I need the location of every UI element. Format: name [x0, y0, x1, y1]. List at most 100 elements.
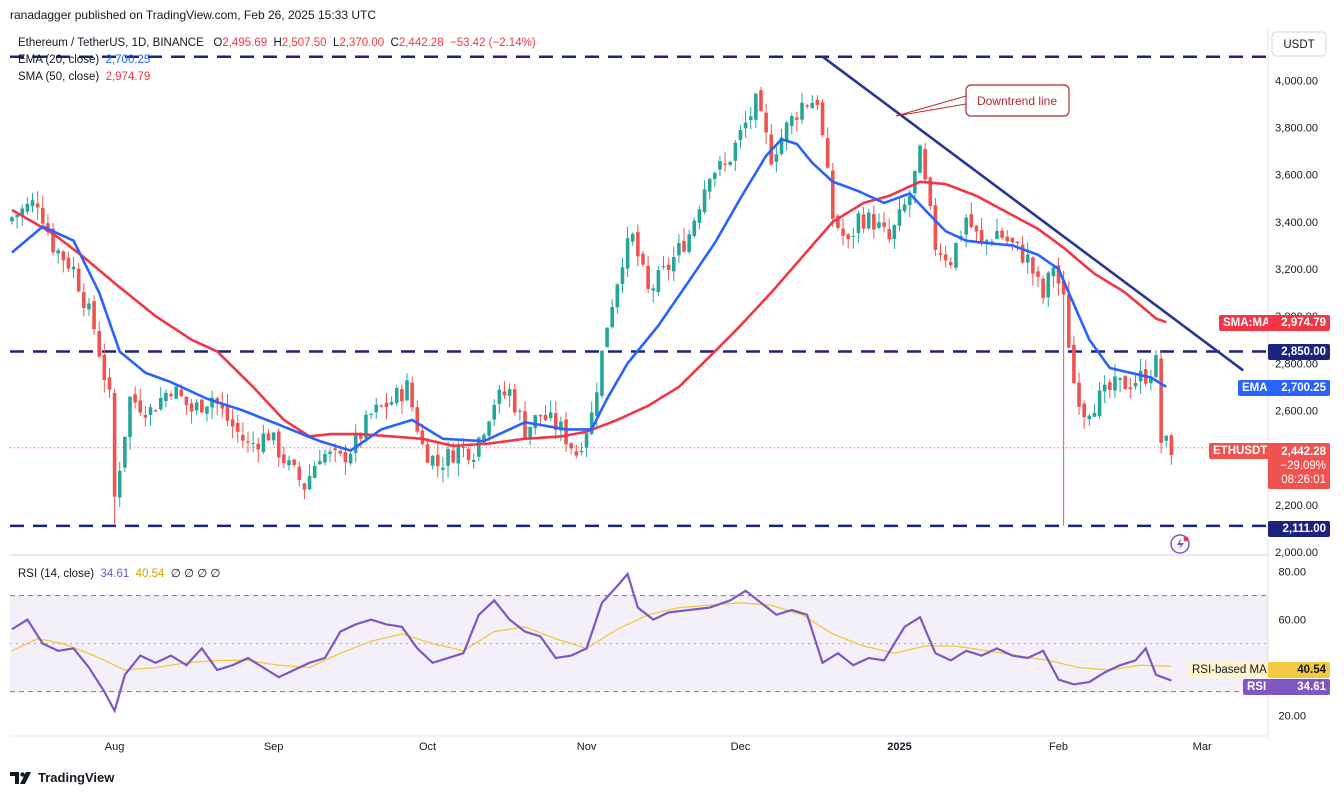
price-axis-tick: 4,000.00: [1275, 75, 1318, 87]
candle: [425, 438, 430, 463]
candle: [379, 404, 384, 408]
candle: [1010, 236, 1015, 251]
symbol-title[interactable]: Ethereum / TetherUS, 1D, BINANCE: [18, 37, 204, 49]
candle: [148, 404, 153, 426]
candle: [215, 396, 219, 416]
sma-tag-value: 2,974.79: [1281, 317, 1326, 329]
candle: [641, 250, 645, 267]
candle: [138, 388, 143, 416]
price-axis-tick: 3,400.00: [1275, 217, 1318, 229]
rsi-line: [11, 571, 1172, 714]
candle: [1031, 256, 1035, 286]
time-axis-tick: Mar: [1193, 741, 1212, 753]
candle: [1082, 400, 1086, 429]
currency-button[interactable]: [1271, 31, 1327, 57]
candle: [87, 297, 91, 316]
candle: [30, 192, 35, 213]
candle: [200, 398, 204, 414]
candle: [636, 224, 640, 267]
candle: [984, 238, 989, 255]
candle: [323, 449, 327, 466]
downtrend-callout: Downtrend line: [895, 84, 1070, 117]
candle: [918, 144, 922, 174]
candle: [548, 400, 553, 422]
candle: [569, 442, 573, 455]
candle: [620, 258, 625, 293]
candle: [882, 211, 886, 233]
ema-value-tag: 2,700.25: [1268, 380, 1330, 396]
candle: [430, 454, 435, 470]
time-axis-tick: 2025: [887, 741, 911, 753]
rsi-ma-tag-value: 40.54: [1297, 664, 1326, 676]
candle: [446, 441, 450, 478]
rsi-ma-tag-label: RSI-based MA: [1192, 664, 1267, 676]
candle: [779, 128, 784, 156]
candle: [1154, 350, 1158, 379]
sma-legend-label[interactable]: SMA (50, close): [18, 71, 100, 83]
candle: [66, 251, 71, 272]
candle: [400, 384, 404, 414]
candle: [877, 213, 881, 230]
candle: [123, 436, 127, 473]
rsi-tag-value: 34.61: [1297, 681, 1326, 693]
level-high-value: 2,850.00: [1281, 346, 1326, 358]
candle: [328, 448, 332, 463]
candle: [1164, 434, 1169, 447]
candle: [856, 210, 861, 243]
ema-legend-label[interactable]: EMA (20, close): [18, 54, 100, 66]
candle: [461, 438, 466, 458]
rsi-legend-label[interactable]: RSI (14, close): [18, 568, 95, 580]
candle: [831, 162, 835, 228]
candle: [128, 395, 132, 450]
candle: [261, 424, 266, 455]
candle: [887, 218, 892, 244]
candle: [764, 104, 768, 145]
candle: [718, 155, 722, 177]
ema-tag-value: 2,700.25: [1281, 382, 1326, 394]
alert-lightning-icon[interactable]: [1170, 534, 1190, 554]
candle: [394, 384, 399, 407]
candle: [364, 410, 368, 443]
candle: [769, 124, 774, 167]
candle: [502, 381, 507, 399]
candle: [456, 441, 461, 476]
candle: [353, 424, 358, 463]
candle: [702, 180, 707, 215]
candle: [605, 327, 609, 348]
candle: [15, 213, 19, 229]
close-label: C: [390, 37, 399, 49]
candle: [707, 177, 712, 200]
candle: [810, 95, 815, 109]
candle: [682, 228, 686, 254]
candle: [866, 208, 871, 231]
candle: [656, 265, 661, 297]
candle: [256, 437, 261, 463]
candle: [287, 455, 291, 471]
price-tag-countdown: 08:26:01: [1281, 474, 1326, 486]
rsi-ma-tag: RSI-based MA: [1188, 662, 1271, 678]
candle: [518, 408, 522, 421]
rsi-value-tag: 34.61: [1268, 679, 1330, 695]
candle: [1159, 350, 1163, 454]
candle: [492, 399, 497, 427]
candle: [789, 113, 794, 135]
candle: [302, 482, 307, 500]
candle: [174, 384, 178, 399]
price-tag-pct: −29.09%: [1280, 460, 1326, 472]
candle: [964, 214, 968, 248]
price-tag: 2,442.28 −29.09% 08:26:01: [1268, 443, 1330, 489]
candle: [1128, 377, 1133, 399]
price-axis-tick: 3,800.00: [1275, 122, 1318, 134]
candle: [671, 246, 676, 282]
candle: [553, 401, 558, 439]
close-value: 2,442.28: [398, 37, 444, 49]
candle: [92, 295, 96, 335]
candle: [528, 426, 532, 446]
candle: [846, 233, 850, 249]
time-axis-tick: Oct: [419, 741, 436, 753]
candle: [784, 120, 789, 151]
candle: [435, 442, 440, 478]
candle: [692, 217, 697, 239]
rsi-axis-tick: 60.00: [1278, 615, 1306, 627]
